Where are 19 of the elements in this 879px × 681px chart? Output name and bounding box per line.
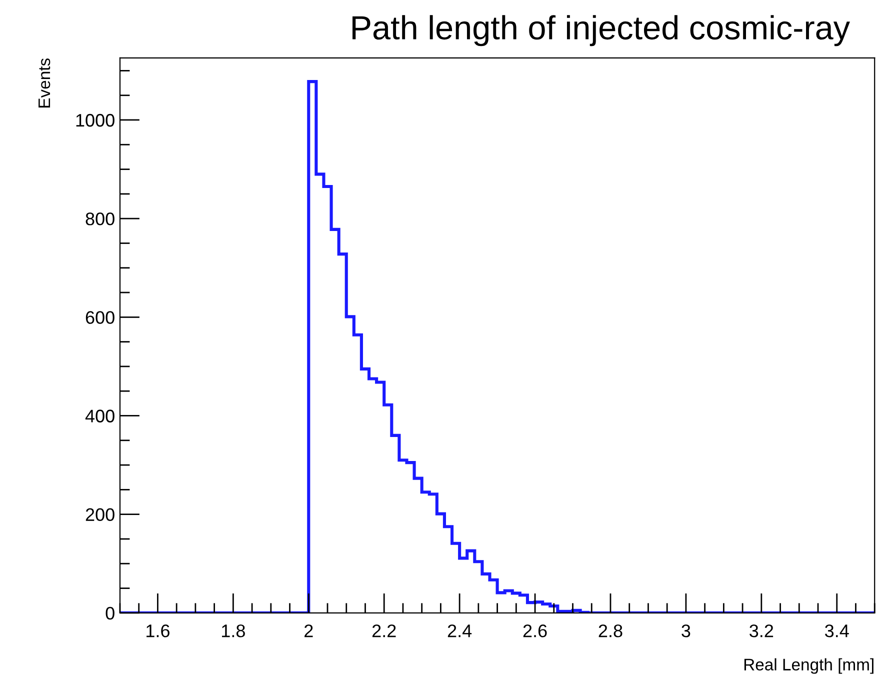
y-tick-label: 600 (86, 311, 114, 324)
y-axis-title: Events (38, 58, 50, 108)
x-tick-label: 2.8 (598, 624, 622, 638)
x-tick-label: 1.8 (222, 624, 245, 638)
x-tick-label: 3.4 (825, 624, 849, 638)
x-tick-label: 2.6 (523, 624, 547, 638)
x-tick-label: 2.4 (448, 624, 472, 638)
x-axis-title: Real Length [mm] (744, 658, 874, 674)
x-tick-label: 2.2 (372, 624, 396, 638)
x-tick-label: 2 (304, 624, 313, 638)
y-tick-label: 200 (86, 508, 114, 522)
y-tick-label: 1000 (76, 114, 114, 127)
chart-title: Path length of injected cosmic-ray (352, 15, 850, 46)
x-tick-label: 3.2 (750, 624, 774, 638)
y-tick-label: 0 (106, 606, 114, 620)
x-tick-label: 1.6 (146, 624, 170, 638)
y-tick-label: 800 (86, 212, 114, 226)
y-tick-label: 400 (85, 410, 114, 422)
x-tick-label: 3 (682, 624, 690, 638)
